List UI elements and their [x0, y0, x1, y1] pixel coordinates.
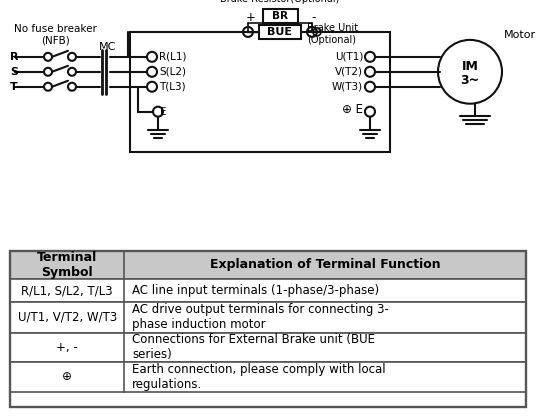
Text: -: - — [312, 11, 316, 24]
Text: R(L1): R(L1) — [159, 52, 187, 62]
Bar — [10, 250, 526, 279]
Text: U/T1, V/T2, W/T3: U/T1, V/T2, W/T3 — [18, 311, 117, 324]
Text: Terminal
Symbol: Terminal Symbol — [37, 251, 98, 279]
Text: Explanation of Terminal Function: Explanation of Terminal Function — [210, 258, 440, 272]
Text: E: E — [160, 106, 167, 116]
Text: BUE: BUE — [267, 27, 293, 37]
Text: 3~: 3~ — [460, 74, 480, 87]
Text: AC line input terminals (1-phase/3-phase): AC line input terminals (1-phase/3-phase… — [132, 284, 379, 297]
Text: W(T3): W(T3) — [332, 82, 363, 92]
Text: MC: MC — [99, 42, 117, 52]
Bar — [10, 279, 526, 302]
Text: S(L2): S(L2) — [159, 67, 186, 77]
Text: Motor: Motor — [504, 30, 536, 40]
Text: U(T1): U(T1) — [334, 52, 363, 62]
Text: Connections for External Brake unit (BUE
series): Connections for External Brake unit (BUE… — [132, 333, 375, 361]
Text: Brake Unit
(Optional): Brake Unit (Optional) — [307, 23, 358, 45]
Text: R/L1, S/L2, T/L3: R/L1, S/L2, T/L3 — [21, 284, 113, 297]
Bar — [10, 302, 526, 333]
Bar — [259, 25, 301, 39]
Text: V(T2): V(T2) — [335, 67, 363, 77]
Bar — [10, 362, 526, 392]
Text: BR: BR — [272, 11, 288, 21]
Circle shape — [438, 40, 502, 104]
Text: ⊕: ⊕ — [62, 370, 72, 384]
Text: AC drive output terminals for connecting 3-
phase induction motor: AC drive output terminals for connecting… — [132, 303, 389, 331]
Bar — [130, 32, 390, 151]
Text: S: S — [10, 67, 18, 77]
Text: T(L3): T(L3) — [159, 82, 185, 92]
Text: Earth connection, please comply with local
regulations.: Earth connection, please comply with loc… — [132, 363, 386, 391]
Text: T: T — [10, 82, 18, 92]
Text: +: + — [246, 11, 256, 24]
Text: IM: IM — [461, 60, 479, 73]
Text: No fuse breaker
(NFB): No fuse breaker (NFB) — [13, 24, 96, 45]
Bar — [263, 9, 297, 23]
Bar — [10, 250, 124, 279]
Text: ⊕ E: ⊕ E — [342, 103, 363, 116]
Bar — [10, 333, 526, 362]
Text: +, -: +, - — [56, 341, 78, 354]
Text: Brake Resistor(Optional): Brake Resistor(Optional) — [220, 0, 340, 4]
Text: R: R — [10, 52, 19, 62]
